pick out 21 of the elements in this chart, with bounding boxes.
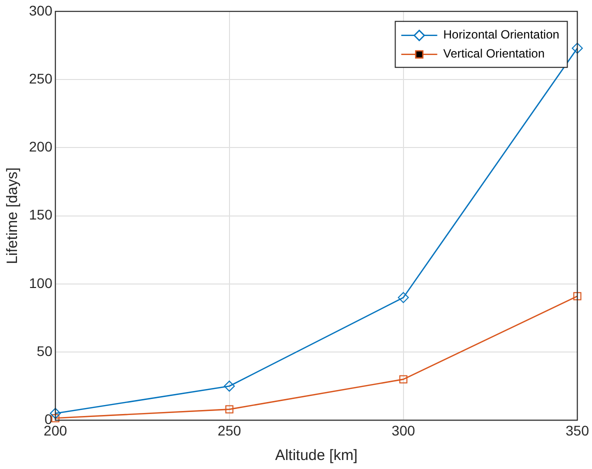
point <box>50 408 61 419</box>
point <box>224 380 235 392</box>
point <box>572 42 583 54</box>
x-tick-label: 300 <box>392 422 416 438</box>
y-tick-label: 150 <box>29 206 53 223</box>
y-tick-label: 50 <box>36 342 53 359</box>
y-tick-label: 200 <box>29 138 53 155</box>
point <box>51 414 60 422</box>
y-tick-label: 250 <box>29 70 53 86</box>
point <box>398 292 409 304</box>
y-axis-title: Lifetime [days] <box>4 167 22 264</box>
legend-label: Horizontal Orientation <box>443 28 560 42</box>
x-axis-title: Altitude [km] <box>275 447 358 464</box>
y-tick-label: 300 <box>29 2 53 18</box>
x-tick-label: 250 <box>218 422 242 438</box>
x-tick-label: 350 <box>566 422 590 438</box>
point <box>399 375 408 384</box>
y-tick-label: 100 <box>29 274 53 291</box>
point <box>225 405 234 414</box>
point <box>573 292 582 300</box>
legend-label: Vertical Orientation <box>443 46 545 61</box>
